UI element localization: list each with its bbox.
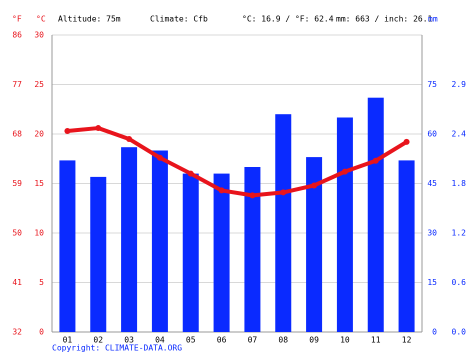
x-tick-label: 06 (217, 336, 227, 345)
x-tick-label: 12 (402, 336, 412, 345)
point (64, 128, 71, 135)
y3-tick-label: 1.8 (452, 179, 467, 188)
y-tick-label-f: 68 (12, 130, 22, 139)
copyright: Copyright: CLIMATE-DATA.ORG (52, 344, 182, 353)
y-tick-label: 20 (34, 130, 44, 139)
y-tick-label: 15 (34, 179, 44, 188)
point (403, 138, 410, 145)
point (187, 170, 194, 177)
x-tick-label: 10 (340, 336, 350, 345)
y3-tick-label: 0.6 (452, 278, 467, 287)
x-tick-label: 05 (186, 336, 196, 345)
summary-temp: °C: 16.9 / °F: 62.4 (242, 15, 334, 24)
y2-tick-label: 30 (427, 229, 437, 238)
point (311, 182, 318, 189)
y-tick-label-f: 59 (12, 179, 22, 188)
x-tick-label: 03 (124, 336, 134, 345)
point (126, 135, 133, 142)
y-tick-label: 30 (34, 31, 44, 40)
bar (244, 167, 261, 332)
y3-tick-label: 1.2 (452, 229, 467, 238)
summary-precip: mm: 663 / inch: 26.1 (336, 15, 433, 24)
bar (367, 97, 384, 332)
bar (151, 150, 168, 332)
x-tick-label: 08 (278, 336, 288, 345)
climate: Climate: Cfb (150, 15, 208, 24)
x-tick-label: 09 (309, 336, 319, 345)
x-tick-label: 04 (155, 336, 165, 345)
y-label: °C (36, 15, 46, 24)
bar (213, 173, 230, 332)
line (65, 126, 409, 198)
y-tick-label-f: 50 (12, 229, 22, 238)
y2-tick-label: 0 (432, 328, 437, 337)
bar (336, 117, 353, 332)
y2-tick-label: 45 (427, 179, 437, 188)
y-tick-label: 5 (39, 278, 44, 287)
bar (306, 157, 323, 332)
point (156, 154, 163, 161)
y2-label: mm (428, 15, 438, 24)
y3-tick-label: 2.9 (452, 80, 467, 89)
bar (90, 176, 107, 332)
bar (121, 147, 138, 332)
x-tick-label: 02 (93, 336, 103, 345)
y-label-f: °F (12, 15, 22, 24)
y2-tick-label: 75 (427, 80, 437, 89)
y3-tick-label: 0.0 (452, 328, 467, 337)
point (218, 187, 225, 194)
bar (275, 114, 292, 332)
y-tick-label-f: 32 (12, 328, 22, 337)
bar (59, 160, 76, 332)
y-tick-label-f: 86 (12, 31, 22, 40)
y-tick-label: 10 (34, 229, 44, 238)
x-tick-label: 07 (248, 336, 258, 345)
y-tick-label-f: 77 (12, 80, 22, 89)
point (95, 125, 102, 132)
x-tick-label: 01 (63, 336, 73, 345)
point (372, 157, 379, 164)
y3-tick-label: 2.4 (452, 130, 467, 139)
point (280, 189, 287, 196)
y-tick-label-f: 41 (12, 278, 22, 287)
x-tick-label: 11 (371, 336, 381, 345)
y-tick-label: 25 (34, 80, 44, 89)
point (249, 192, 256, 199)
y-tick-label: 0 (39, 328, 44, 337)
point (341, 168, 348, 175)
bar (398, 160, 415, 332)
y2-tick-label: 15 (427, 278, 437, 287)
altitude: Altitude: 75m (58, 15, 121, 24)
bar (182, 173, 199, 332)
y2-tick-label: 60 (427, 130, 437, 139)
